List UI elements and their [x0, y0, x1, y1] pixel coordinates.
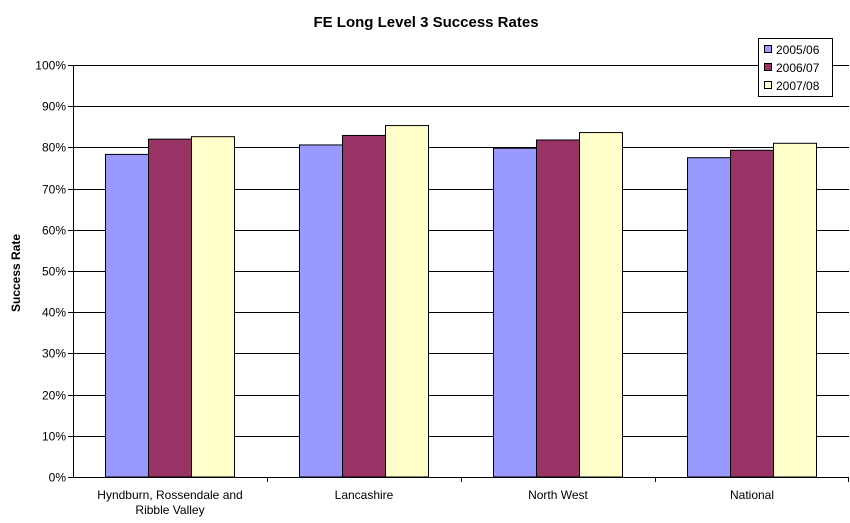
y-tick-label: 40%	[42, 306, 66, 320]
x-category-label: Hyndburn, Rossendale and	[97, 488, 242, 502]
legend-label: 2007/08	[776, 79, 820, 93]
legend-swatch	[764, 63, 772, 71]
bar-2006-07-0	[148, 138, 192, 478]
legend-label: 2006/07	[776, 61, 820, 75]
x-category-label: North West	[528, 488, 588, 502]
y-tick-label: 90%	[42, 100, 66, 114]
y-tick-label: 70%	[42, 183, 66, 197]
bar-2007-08-1	[385, 125, 429, 478]
bar-2007-08-2	[579, 132, 623, 478]
bar-2006-07-3	[730, 149, 774, 478]
bar-2005-06-3	[687, 157, 731, 478]
legend-swatch	[764, 81, 772, 89]
y-tick-label: 30%	[42, 347, 66, 361]
bars	[105, 125, 817, 478]
x-category-label: National	[730, 488, 774, 502]
bar-2006-07-2	[536, 139, 580, 478]
y-tick-label: 0%	[49, 471, 67, 485]
y-tick-labels: 0% 10% 20% 30% 40% 50% 60% 70% 80% 90% 100%	[35, 59, 66, 485]
bar-2006-07-1	[342, 134, 386, 478]
bar-2005-06-2	[493, 147, 537, 478]
legend-swatch	[764, 45, 772, 53]
y-axis-label: Success Rate	[9, 234, 23, 312]
y-tick-label: 20%	[42, 389, 66, 403]
bar-2007-08-0	[191, 136, 235, 478]
axes	[68, 65, 849, 482]
legend-label: 2005/06	[776, 43, 820, 57]
bar-2005-06-1	[299, 144, 343, 478]
legend: 2005/06 2006/07 2007/08	[758, 38, 833, 97]
x-category-label: Lancashire	[335, 488, 394, 502]
chart-title: FE Long Level 3 Success Rates	[313, 14, 538, 31]
bar-2007-08-3	[773, 142, 817, 478]
y-tick-label: 60%	[42, 224, 66, 238]
y-tick-label: 50%	[42, 265, 66, 279]
y-tick-label: 80%	[42, 141, 66, 155]
bar-2005-06-0	[105, 153, 149, 478]
x-category-label: Ribble Valley	[135, 503, 204, 517]
y-tick-label: 10%	[42, 430, 66, 444]
y-tick-label: 100%	[35, 59, 66, 73]
